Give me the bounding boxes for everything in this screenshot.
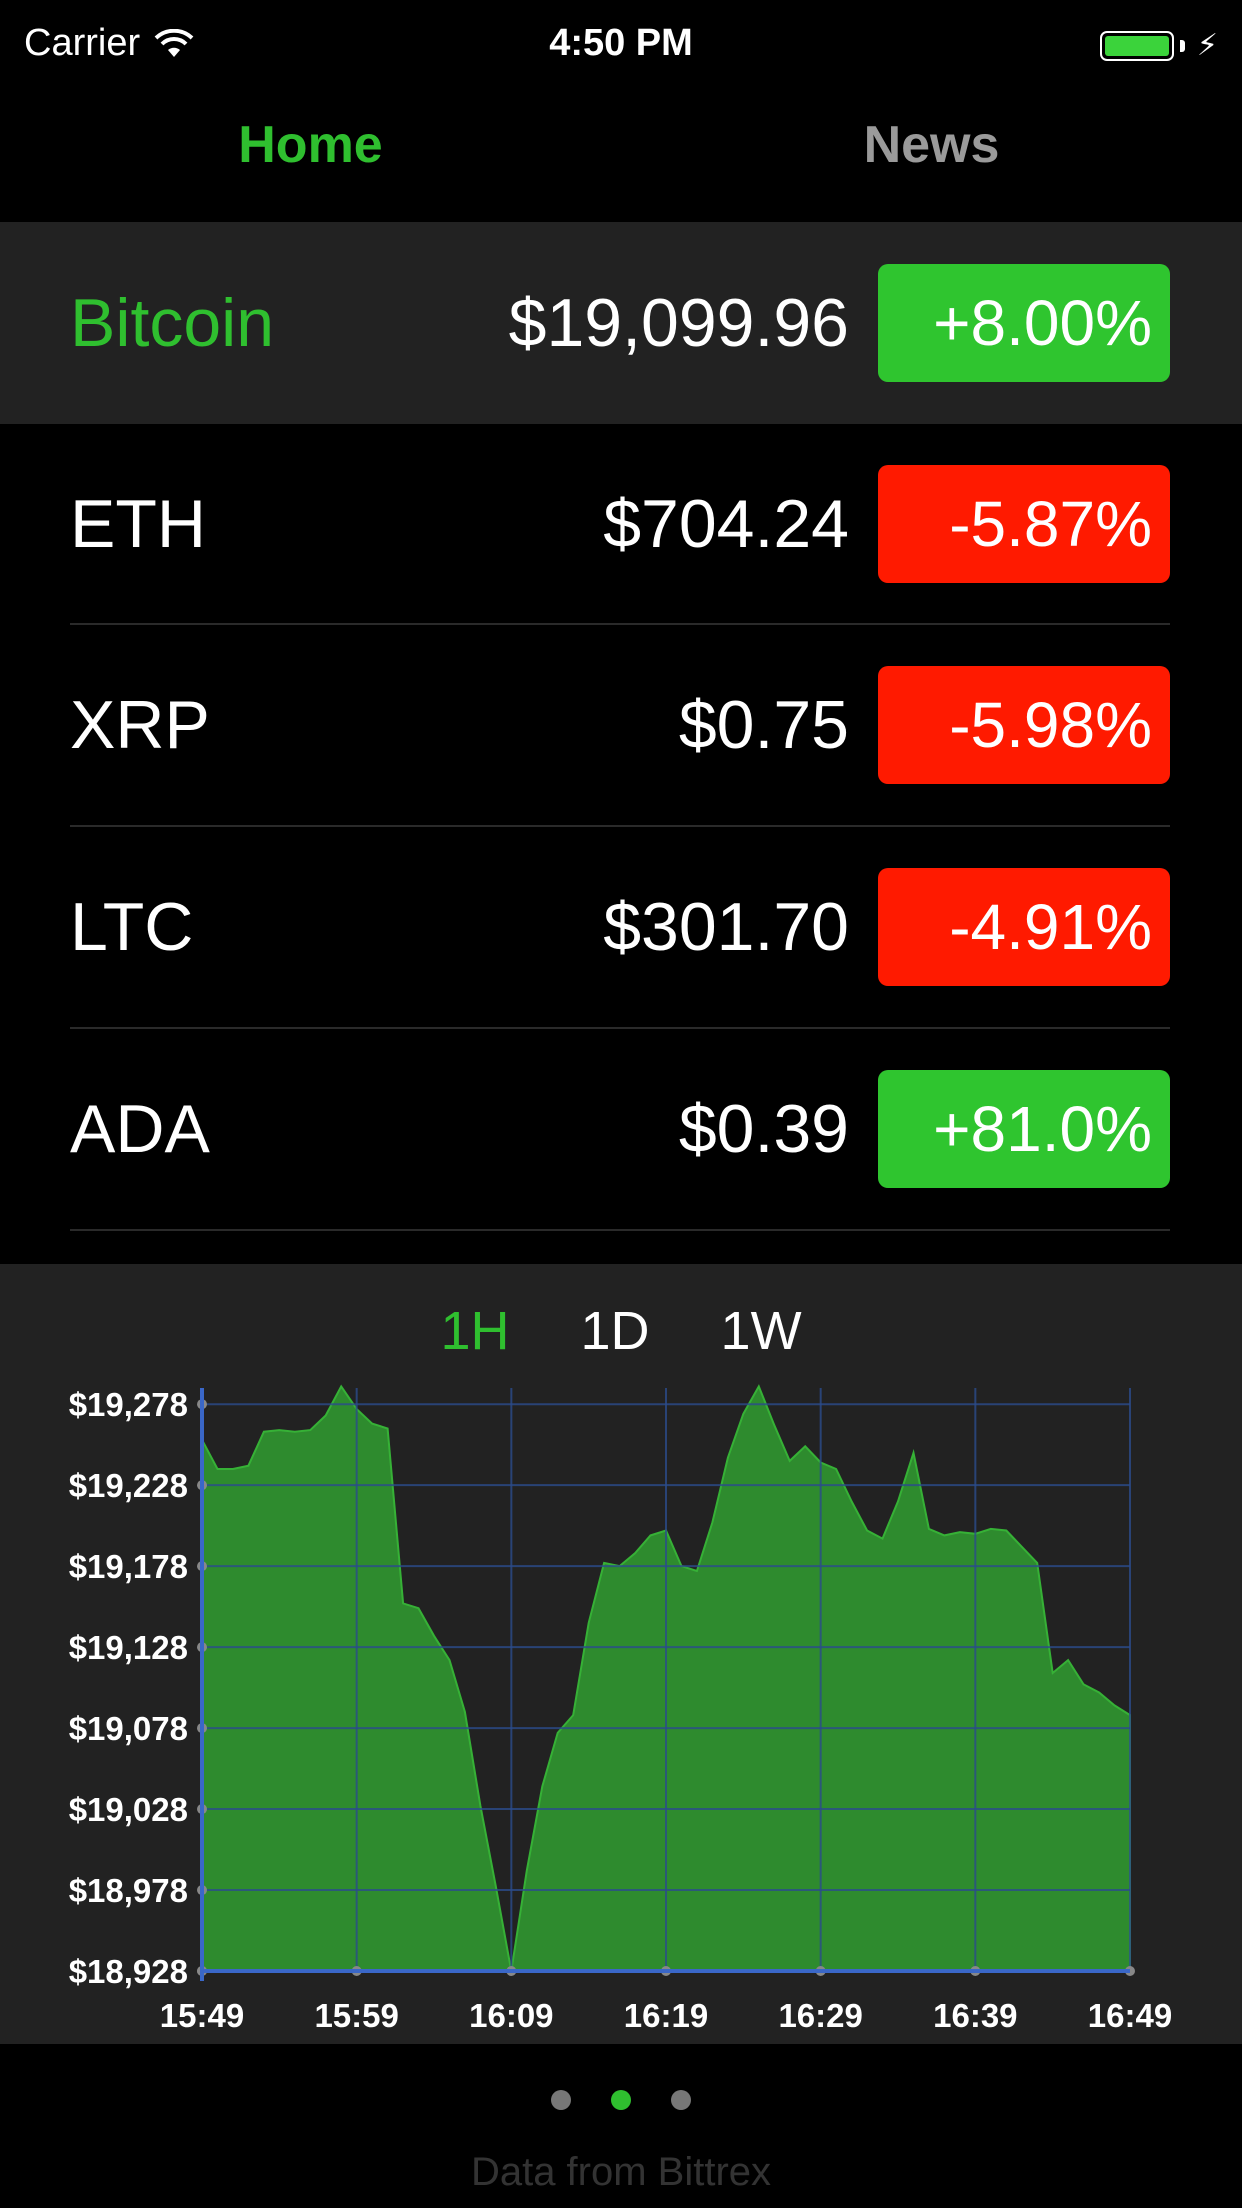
coin-name: XRP — [70, 687, 210, 763]
change-badge[interactable]: +81.0% — [878, 1070, 1170, 1188]
coin-price: $0.75 — [678, 687, 849, 763]
page-indicator[interactable] — [0, 2090, 1242, 2110]
change-badge[interactable]: +8.00% — [878, 264, 1170, 382]
tab-news[interactable]: News — [863, 116, 1000, 174]
data-source-footer: Data from Bittrex — [470, 2150, 772, 2194]
change-badge[interactable]: -4.91% — [878, 868, 1170, 986]
x-tick-label: 16:39 — [933, 1997, 1017, 2034]
y-tick-label: $19,128 — [69, 1629, 188, 1666]
status-bar: Carrier 4:50 PM ⚡ — [0, 0, 1242, 90]
range-selector: 1H 1D 1W — [0, 1300, 1242, 1362]
carrier-label: Carrier — [24, 22, 141, 64]
range-1d[interactable]: 1D — [580, 1301, 650, 1361]
y-tick-label: $19,278 — [69, 1386, 188, 1423]
change-badge[interactable]: -5.98% — [878, 666, 1170, 784]
coin-price: $0.39 — [678, 1091, 849, 1167]
charging-bolt-icon: ⚡ — [1196, 29, 1218, 62]
coin-row-ltc[interactable]: LTC $301.70 -4.91% — [0, 826, 1242, 1028]
coin-price: $301.70 — [603, 889, 849, 965]
carrier-info: Carrier — [24, 22, 194, 65]
page-dot[interactable] — [551, 2090, 571, 2110]
x-tick-label: 16:09 — [469, 1997, 553, 2034]
coin-row-xrp[interactable]: XRP $0.75 -5.98% — [0, 624, 1242, 826]
y-tick-label: $19,078 — [69, 1710, 188, 1747]
clock: 4:50 PM — [549, 22, 693, 64]
page-dot[interactable] — [671, 2090, 691, 2110]
battery-indicator: ⚡ — [1099, 28, 1218, 63]
x-tick-label: 16:29 — [778, 1997, 862, 2034]
tab-home[interactable]: Home — [238, 116, 383, 174]
coin-name: Bitcoin — [70, 285, 275, 361]
x-tick-label: 15:49 — [160, 1997, 244, 2034]
x-tick-label: 16:49 — [1088, 1997, 1172, 2034]
y-tick-label: $18,928 — [69, 1953, 188, 1990]
wifi-icon — [154, 28, 194, 57]
y-tick-label: $18,978 — [69, 1872, 188, 1909]
range-1w[interactable]: 1W — [720, 1301, 802, 1361]
page-dot-active[interactable] — [611, 2090, 631, 2110]
x-tick-label: 16:19 — [624, 1997, 708, 2034]
change-badge[interactable]: -5.87% — [878, 465, 1170, 583]
coin-row-ada[interactable]: ADA $0.39 +81.0% — [0, 1028, 1242, 1230]
coin-row-eth[interactable]: ETH $704.24 -5.87% — [0, 423, 1242, 625]
top-tab-bar: Home News — [0, 90, 1242, 220]
coin-price: $19,099.96 — [508, 285, 849, 361]
battery-icon — [1099, 30, 1174, 61]
row-divider — [70, 623, 1170, 625]
row-divider — [70, 1229, 1170, 1231]
coin-name: ADA — [70, 1091, 210, 1167]
coin-price: $704.24 — [603, 486, 849, 562]
coin-row-bitcoin[interactable]: Bitcoin $19,099.96 +8.00% — [0, 222, 1242, 424]
y-tick-label: $19,178 — [69, 1548, 188, 1585]
x-tick-label: 15:59 — [314, 1997, 398, 2034]
y-tick-label: $19,028 — [69, 1791, 188, 1828]
price-chart[interactable]: $19,278 $19,228 $19,178 $19,128 $19,078 $19,0… — [0, 1380, 1242, 2040]
range-1h[interactable]: 1H — [440, 1301, 510, 1361]
coin-name: LTC — [70, 889, 194, 965]
row-divider — [70, 1027, 1170, 1029]
y-tick-label: $19,228 — [69, 1467, 188, 1504]
coin-name: ETH — [70, 486, 206, 562]
row-divider — [70, 825, 1170, 827]
